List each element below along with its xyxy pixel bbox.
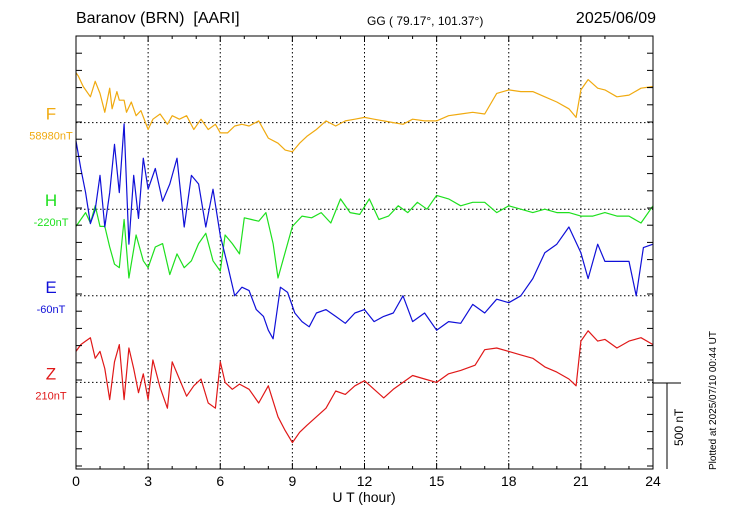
x-tick-label: 6 bbox=[216, 473, 224, 489]
x-tick-label: 15 bbox=[429, 473, 445, 489]
axis-ticks bbox=[75, 35, 654, 469]
station-title: Baranov (BRN) [AARI] bbox=[76, 10, 240, 27]
series-z-baseline-label: 210nT bbox=[35, 390, 66, 402]
plot-date: 2025/06/09 bbox=[575, 10, 656, 27]
scale-bar: 500 nT bbox=[653, 382, 686, 469]
series-traces bbox=[75, 72, 654, 444]
series-e-baseline-label: -60nT bbox=[37, 304, 66, 316]
x-tick-label: 3 bbox=[144, 473, 152, 489]
plotted-timestamp: Plotted at 2025/07/10 00:44 UT bbox=[708, 331, 719, 470]
series-z-line bbox=[75, 330, 654, 444]
x-tick-label: 9 bbox=[288, 473, 296, 489]
x-tick-label: 0 bbox=[72, 473, 80, 489]
series-h-line bbox=[75, 194, 654, 279]
scale-bar-label: 500 nT bbox=[672, 408, 686, 446]
series-labels: F 58980nT H -220nT E -60nT Z 210nT bbox=[29, 105, 73, 403]
grid-lines bbox=[76, 36, 653, 469]
x-tick-label: 12 bbox=[357, 473, 373, 489]
series-e-name: E bbox=[45, 278, 56, 297]
series-z-name: Z bbox=[46, 364, 56, 383]
x-axis-label: U T (hour) bbox=[332, 489, 395, 505]
series-h-baseline-label: -220nT bbox=[34, 217, 69, 229]
x-tick-label: 21 bbox=[573, 473, 589, 489]
series-h-name: H bbox=[45, 191, 57, 210]
series-f-name: F bbox=[46, 105, 56, 124]
x-tick-label: 24 bbox=[645, 473, 661, 489]
geographic-coordinates: GG ( 79.17°, 101.37°) bbox=[367, 14, 484, 28]
x-tick-labels: 0 3 6 9 12 15 18 21 24 bbox=[72, 473, 661, 489]
series-f-line bbox=[75, 72, 654, 153]
series-f-baseline-label: 58980nT bbox=[29, 131, 73, 143]
x-tick-label: 18 bbox=[501, 473, 517, 489]
series-e-line bbox=[75, 123, 654, 340]
